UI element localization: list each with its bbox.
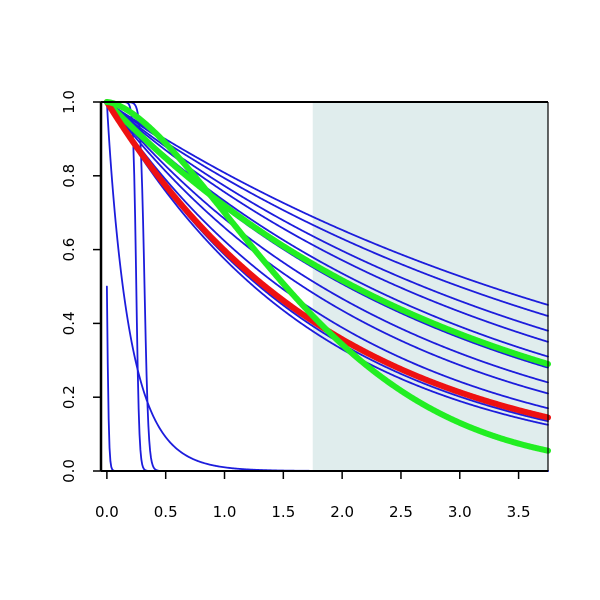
y-tick-label: 0.4 [60, 311, 78, 335]
y-tick-label: 1.0 [60, 90, 78, 114]
series-line-16-green [103, 99, 551, 367]
series-line-13-blue [105, 101, 549, 410]
x-tick-label: 2.5 [389, 503, 413, 521]
series-line-11-blue [105, 101, 549, 384]
x-tick-label: 2.0 [330, 503, 354, 521]
tick-labels: 0.0 0.5 1.0 1.5 2.0 2.5 3.0 3.5 0.0 0.2 0.4 0.6 0.8 1… [60, 90, 531, 521]
x-tick-label: 3.0 [448, 503, 472, 521]
x-tick-label: 0.0 [95, 503, 119, 521]
y-tick-label: 0.6 [60, 238, 78, 262]
x-tick-label: 1.5 [271, 503, 295, 521]
x-tick-label: 3.5 [507, 503, 531, 521]
y-tick-label: 0.2 [60, 385, 78, 409]
series-line-15-blue [105, 101, 549, 426]
axes [93, 101, 549, 479]
series-line-12-blue [105, 101, 549, 395]
series-line-5-blue [105, 101, 549, 306]
series-line-6-blue [105, 101, 549, 317]
y-tick-label: 0.0 [60, 459, 78, 483]
x-tick-label: 1.0 [213, 503, 237, 521]
x-tick-label: 0.5 [154, 503, 178, 521]
y-tick-label: 0.8 [60, 164, 78, 188]
series-line-18-green [103, 99, 551, 454]
